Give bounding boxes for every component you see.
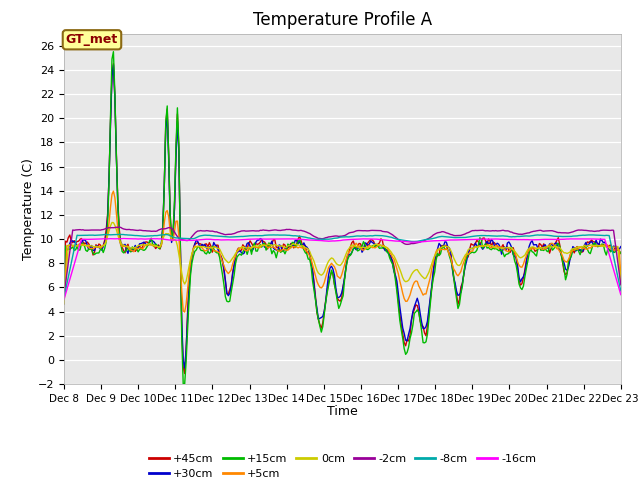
Legend: +45cm, +30cm, +15cm, +5cm, 0cm, -2cm, -8cm, -16cm: +45cm, +30cm, +15cm, +5cm, 0cm, -2cm, -8… [145,449,540,480]
Line: +15cm: +15cm [64,52,621,384]
-16cm [60,297,68,302]
+45cm [543,244,550,250]
+5cm [617,274,625,280]
Line: +45cm: +45cm [64,64,621,373]
-8cm [541,232,549,238]
+30cm [349,246,357,252]
+5cm [60,301,68,307]
+30cm [109,62,117,68]
-2cm [617,282,625,288]
+30cm [181,365,189,371]
+5cm [460,259,468,265]
+15cm [179,381,187,387]
0cm [79,242,87,248]
-8cm [617,288,625,294]
+45cm [349,238,357,244]
0cm [348,242,356,248]
Line: -8cm: -8cm [64,234,621,298]
+30cm [79,237,87,243]
-16cm [348,237,356,242]
+45cm [109,61,117,67]
-16cm [541,237,549,242]
-16cm [120,236,127,241]
+30cm [616,246,623,252]
+45cm [97,242,104,248]
-8cm [60,295,68,300]
0cm [97,244,104,250]
+30cm [617,244,625,250]
-2cm [541,228,549,234]
+15cm [60,299,68,305]
-2cm [458,232,466,238]
+45cm [79,239,87,245]
-16cm [458,237,466,243]
+15cm [543,248,550,254]
+5cm [616,247,623,253]
Line: +5cm: +5cm [64,191,621,312]
Line: -2cm: -2cm [64,227,621,295]
+15cm [97,247,104,252]
+45cm [60,297,68,303]
+45cm [181,371,189,376]
-2cm [97,227,104,233]
-2cm [115,224,123,230]
-16cm [79,236,87,242]
+5cm [349,244,357,250]
+5cm [97,245,104,251]
-2cm [79,227,87,233]
+15cm [617,251,625,256]
-8cm [614,274,621,280]
Y-axis label: Temperature (C): Temperature (C) [22,158,35,260]
-2cm [348,229,356,235]
Text: GT_met: GT_met [66,33,118,46]
+15cm [460,271,468,277]
+5cm [79,241,87,247]
0cm [614,244,621,250]
+15cm [109,49,117,55]
0cm [60,301,68,307]
0cm [108,220,116,226]
-8cm [79,232,87,238]
-8cm [458,235,466,240]
X-axis label: Time: Time [327,405,358,418]
0cm [541,244,549,250]
+5cm [181,309,189,315]
Line: -16cm: -16cm [64,239,621,300]
Title: Temperature Profile A: Temperature Profile A [253,11,432,29]
-8cm [348,234,356,240]
+15cm [349,246,357,252]
+30cm [543,245,550,251]
-16cm [614,282,621,288]
-8cm [113,231,120,237]
Line: 0cm: 0cm [64,223,621,304]
Line: +30cm: +30cm [64,65,621,368]
0cm [458,257,466,263]
-16cm [97,236,104,242]
+30cm [60,301,68,307]
+5cm [109,188,117,194]
+45cm [617,251,625,256]
-2cm [614,260,621,266]
+45cm [460,272,468,278]
+15cm [616,248,623,254]
+30cm [460,271,468,276]
+5cm [543,245,550,251]
-8cm [97,232,104,238]
-16cm [617,292,625,298]
+15cm [79,240,87,246]
+45cm [616,248,623,254]
+30cm [97,246,104,252]
0cm [617,282,625,288]
-2cm [60,292,68,298]
